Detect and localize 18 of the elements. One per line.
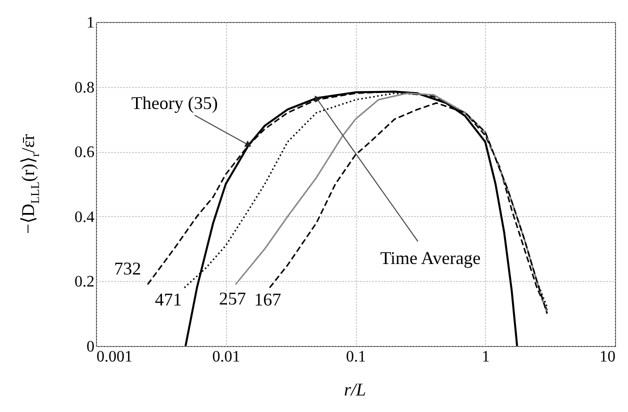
y-tick-label: 0 [86,338,94,356]
y-tick-label: 0.4 [74,208,94,226]
x-tick-label: 0.001 [96,348,132,366]
annotation: 257 [219,288,246,308]
x-tick-label: 1 [482,348,490,366]
x-axis-title: r/L [344,380,366,400]
x-tick-label: 0.1 [346,348,366,366]
y-tick-label: 0.6 [74,144,94,162]
annotation: Theory (35) [131,93,218,114]
annotation: Time Average [380,248,481,268]
y-tick-label: 0.8 [74,79,94,96]
annotation: 732 [114,258,142,278]
annotation: 167 [254,290,282,310]
x-tick-label: 0.01 [212,348,240,366]
y-tick-label: 1 [86,14,94,32]
annotation: 471 [154,290,182,310]
y-tick-label: 0.2 [74,274,94,291]
x-tick-label: 10 [600,348,616,366]
